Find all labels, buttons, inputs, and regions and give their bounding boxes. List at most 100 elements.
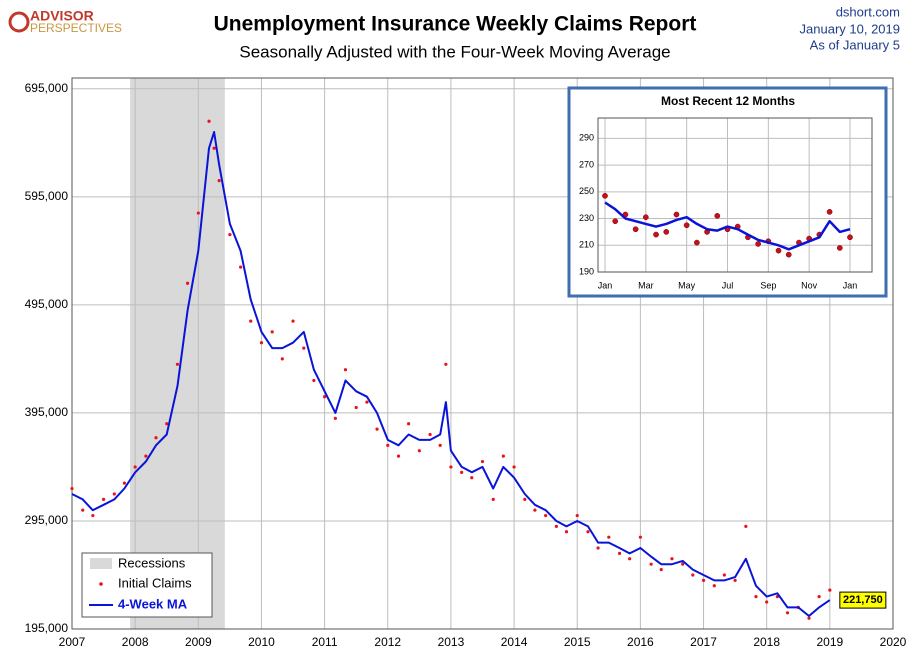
claim-dot	[826, 209, 833, 215]
claim-dot	[653, 231, 659, 238]
x-tick-label: 2020	[880, 635, 907, 649]
claim-dot	[691, 573, 695, 577]
claim-dot	[722, 573, 726, 577]
recession-band	[130, 78, 225, 629]
y-tick-label: 495,000	[25, 297, 69, 311]
claim-dot	[586, 530, 590, 534]
claim-dot	[807, 616, 811, 620]
legend: Recessions Initial Claims 4-Week MA	[81, 552, 213, 618]
claim-dot	[302, 346, 306, 350]
claim-dot	[428, 432, 432, 437]
x-tick-label: 2007	[59, 635, 86, 649]
claim-dot	[144, 454, 148, 458]
x-tick-label: 2012	[374, 635, 401, 649]
main-plot: 195,000 295,000 395,000 495,000 595,000 695,0…	[25, 77, 907, 649]
claim-dot	[386, 443, 390, 447]
claim-dot	[333, 416, 337, 420]
x-tick-label: 2009	[185, 635, 212, 649]
claim-dot	[575, 513, 579, 518]
claim-dot	[185, 281, 190, 285]
claim-dot	[554, 524, 558, 528]
claim-dot	[744, 524, 748, 528]
plot-frame	[597, 117, 873, 273]
claim-dot	[775, 247, 782, 254]
claim-dot	[91, 513, 95, 518]
claim-dot	[101, 497, 106, 501]
claim-dot	[228, 233, 232, 237]
claim-dot	[249, 319, 253, 323]
y-tick-label: 695,000	[25, 81, 69, 95]
claim-dot	[642, 214, 649, 221]
x-tick-label: Jul	[722, 280, 734, 290]
legend-label: 4-Week MA	[118, 596, 188, 611]
claim-dot	[81, 508, 85, 512]
claim-dot	[375, 427, 379, 431]
claim-dot	[701, 578, 706, 582]
x-tick-label: 2016	[627, 635, 654, 649]
claim-dot	[617, 551, 622, 555]
claim-dot	[480, 459, 485, 464]
claim-dot	[628, 557, 632, 561]
claim-dot	[649, 562, 653, 566]
claim-dot	[460, 470, 464, 474]
claim-dot	[438, 443, 442, 447]
claim-dot	[694, 239, 700, 246]
claim-dot	[354, 405, 358, 410]
claim-dot	[659, 567, 663, 572]
claim-dot	[133, 465, 137, 469]
claim-dot	[512, 465, 516, 469]
x-tick-label: 2013	[438, 635, 465, 649]
plot-frame	[71, 77, 894, 630]
claim-dot	[847, 234, 853, 241]
claim-dot	[602, 192, 608, 199]
x-tick-label: May	[678, 280, 696, 290]
x-tick-label: 2011	[312, 635, 338, 649]
claim-dot	[449, 465, 453, 469]
claim-dot	[501, 454, 505, 458]
claim-dot	[112, 492, 116, 496]
logo-icon	[8, 11, 30, 33]
claim-dot	[596, 546, 600, 550]
claim-dot	[828, 588, 832, 592]
claim-dot	[714, 213, 721, 219]
x-tick-label: 2010	[248, 635, 275, 649]
claim-dot	[612, 218, 619, 225]
inset-title: Most Recent 12 Months	[661, 94, 795, 108]
logo-top: ADVISOR	[30, 8, 94, 24]
claim-dot	[239, 265, 243, 269]
claim-dot	[523, 497, 527, 501]
y-tick-label: 270	[579, 159, 594, 169]
claim-dot	[365, 400, 369, 404]
claim-dot	[407, 422, 411, 426]
ma-line	[71, 131, 831, 617]
claim-dot	[70, 486, 74, 491]
claim-dot	[683, 222, 690, 229]
claim-dot	[564, 530, 569, 534]
claim-dot	[754, 594, 758, 599]
y-tick-label: 210	[579, 240, 594, 250]
x-tick-label: 2017	[690, 635, 717, 649]
claim-dot	[785, 251, 792, 258]
claim-dot	[291, 319, 295, 323]
legend-label: Initial Claims	[118, 575, 192, 590]
as-of: As of January 5	[810, 37, 900, 52]
x-tick-label: 2019	[816, 635, 843, 649]
inset-plot: Most Recent 12 Months 190 210 230 250 270 290 J…	[567, 86, 888, 298]
claim-dot	[212, 146, 216, 150]
claim-dot	[470, 476, 474, 480]
claim-dot	[175, 362, 180, 366]
y-tick-label: 250	[579, 186, 594, 196]
claim-dot	[196, 211, 200, 215]
claim-dot	[733, 578, 737, 582]
claim-dot	[417, 449, 421, 453]
claim-dot	[270, 330, 274, 334]
claim-dot	[444, 362, 448, 366]
claim-dot	[638, 535, 642, 539]
value-label-box	[839, 591, 887, 609]
claim-dot	[755, 241, 761, 247]
legend-swatch	[90, 558, 112, 569]
claim-dot	[280, 357, 284, 361]
claim-dot	[681, 562, 685, 566]
claim-dot	[122, 481, 127, 485]
